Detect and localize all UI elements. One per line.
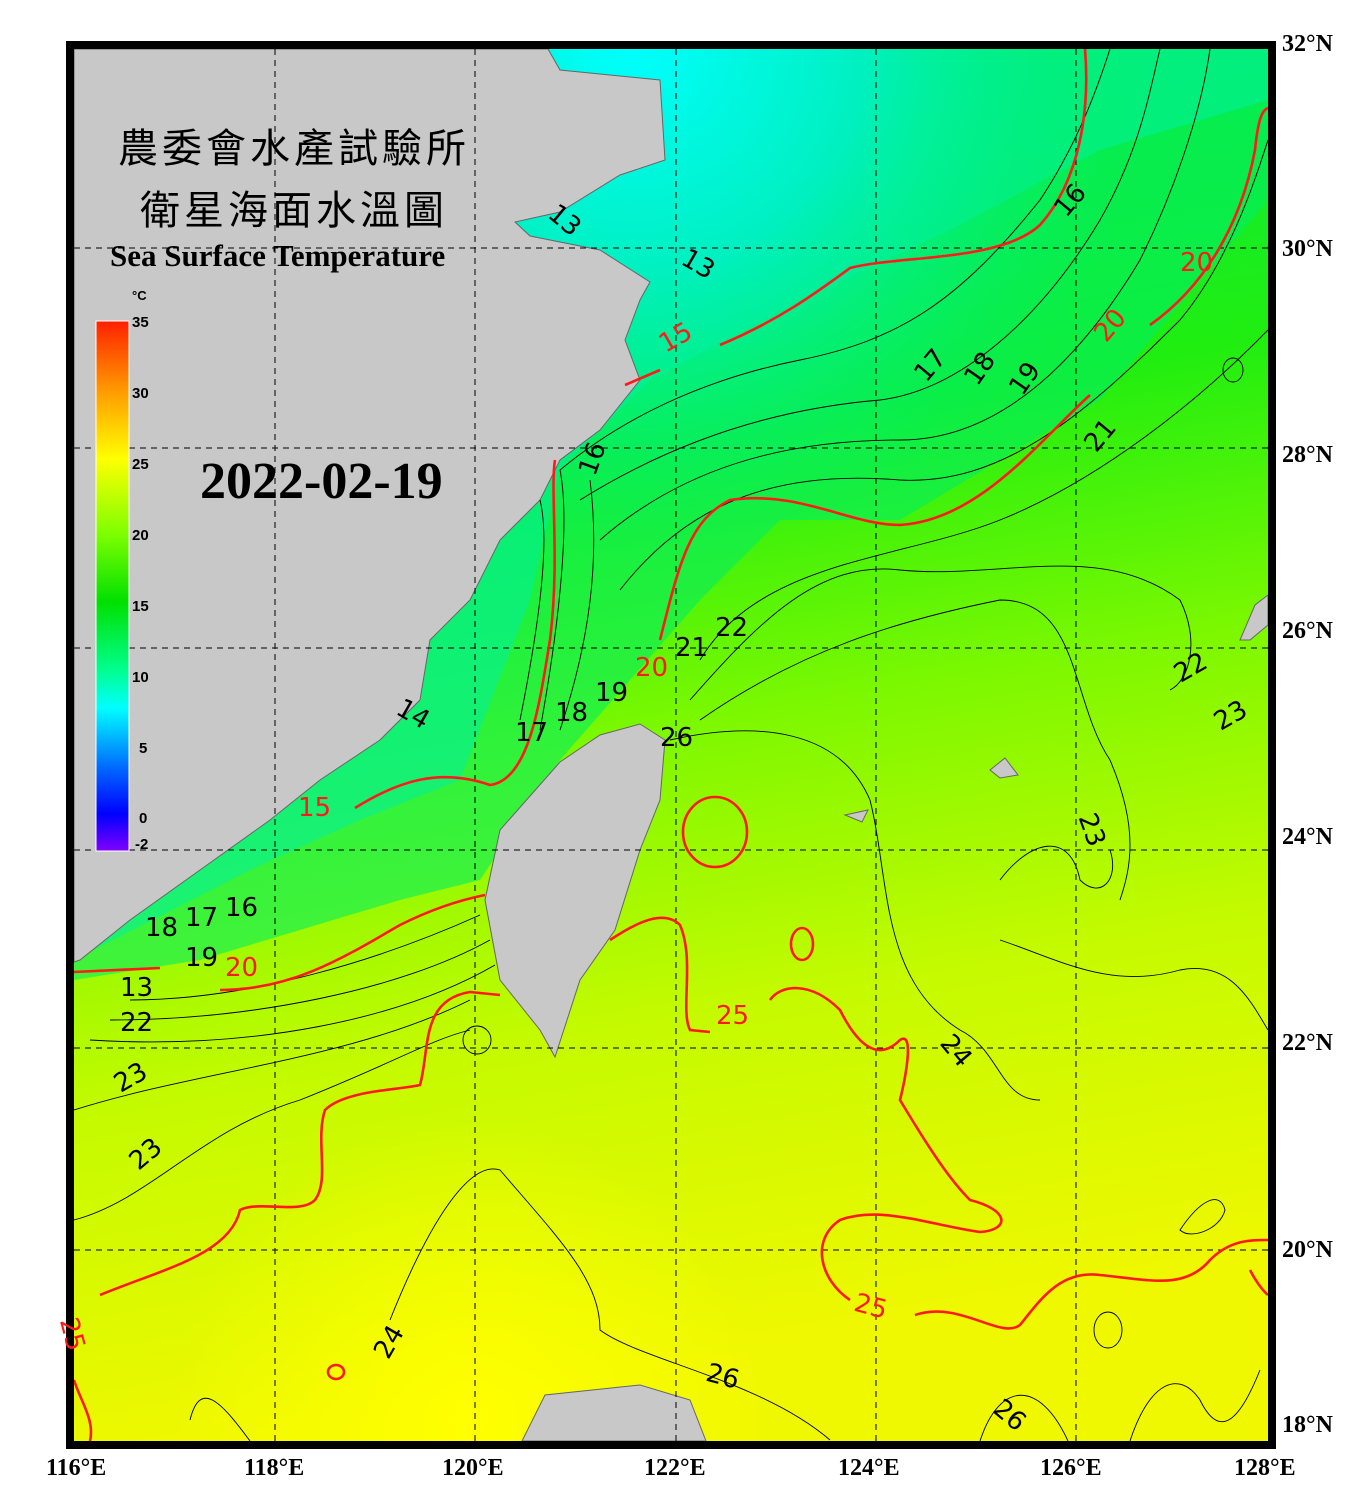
colorbar-label: 30 <box>132 385 149 402</box>
colorbar-label: 35 <box>132 314 149 331</box>
contour-label: 20 <box>1180 248 1214 278</box>
colorbar-label: 25 <box>132 456 149 473</box>
lat-label: 24°N <box>1282 824 1333 850</box>
lon-label: 126°E <box>1040 1455 1102 1481</box>
contour-label: 16 <box>225 893 259 923</box>
contour-label: 25 <box>850 1288 891 1326</box>
contour-label: 18 <box>145 913 179 943</box>
lon-label: 120°E <box>442 1455 504 1481</box>
colorbar-label: 5 <box>139 740 148 757</box>
luzon-land <box>521 1384 707 1441</box>
title-zh-line1: 農委會水產試驗所 <box>118 126 470 172</box>
lon-label: 128°E <box>1234 1455 1296 1481</box>
colorbar <box>95 320 130 852</box>
lat-label: 20°N <box>1282 1237 1333 1263</box>
lat-label: 28°N <box>1282 442 1333 468</box>
lat-label: 22°N <box>1282 1030 1333 1056</box>
minor-contours <box>74 49 1268 1441</box>
lat-label: 32°N <box>1282 31 1333 57</box>
contour-label: 17 <box>515 718 549 748</box>
contour-label: 22 <box>120 1008 154 1038</box>
lon-label: 122°E <box>644 1455 706 1481</box>
contour-label: 20 <box>225 953 259 983</box>
colorbar-label: 10 <box>132 669 149 686</box>
colorbar-label: 0 <box>139 810 148 827</box>
title-zh-line2: 衛星海面水溫圖 <box>140 188 448 234</box>
contour-label: 20 <box>635 653 669 683</box>
lat-label: 18°N <box>1282 1412 1333 1438</box>
colorbar-label: -2 <box>135 836 149 853</box>
contour-label: 26 <box>702 1358 743 1396</box>
contour-label: 25 <box>716 1001 750 1031</box>
contour-label: 17 <box>185 903 219 933</box>
okinawa-islands <box>843 594 1268 823</box>
contour-label: 19 <box>185 943 219 973</box>
china-coast-land <box>74 49 666 963</box>
contour-label: 22 <box>715 613 749 643</box>
map-frame <box>66 41 1276 1449</box>
contour-label: 18 <box>555 698 589 728</box>
lon-label: 124°E <box>838 1455 900 1481</box>
graticule <box>74 49 1268 1441</box>
contour-label: 19 <box>595 678 629 708</box>
contour-label: 13 <box>120 973 154 1003</box>
lat-label: 26°N <box>1282 618 1333 644</box>
contour-label: 15 <box>298 793 332 823</box>
colorbar-label: 20 <box>132 527 149 544</box>
lon-label: 116°E <box>46 1455 107 1481</box>
colorbar-label: 15 <box>132 598 149 615</box>
map-date: 2022-02-19 <box>200 453 443 510</box>
lat-label: 30°N <box>1282 236 1333 262</box>
lon-label: 118°E <box>244 1455 305 1481</box>
taiwan-land <box>484 723 666 1059</box>
colorbar-unit: °C <box>132 288 147 303</box>
contour-label: 21 <box>675 633 709 663</box>
contour-label: 26 <box>660 723 694 753</box>
contour-label: 25 <box>52 1314 91 1355</box>
title-en: Sea Surface Temperature <box>110 238 446 273</box>
major-contours <box>74 49 1268 1441</box>
